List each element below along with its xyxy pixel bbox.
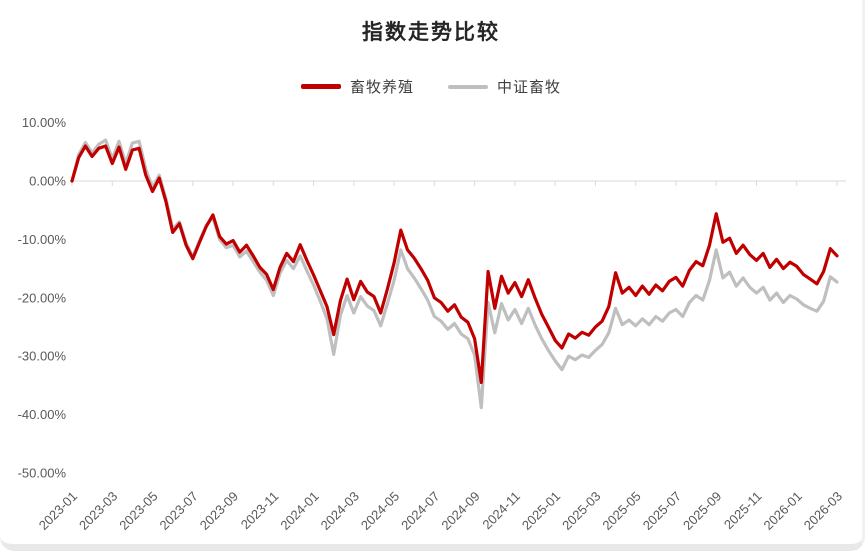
x-axis-tick-label: 2024-03 — [318, 489, 362, 533]
y-axis-tick-label: -10.00% — [18, 232, 67, 247]
x-axis-tick-label: 2024-05 — [358, 489, 402, 533]
y-axis-tick-label: 0.00% — [29, 174, 66, 189]
x-axis-tick-label: 2023-03 — [76, 489, 120, 533]
legend-label-series-0: 畜牧养殖 — [349, 79, 414, 96]
chart-title: 指数走势比较 — [362, 21, 500, 44]
x-axis-tick-label: 2025-09 — [680, 489, 724, 533]
series-line-livestock-breeding — [70, 144, 839, 385]
y-axis-tick-label: -40.00% — [18, 407, 67, 422]
y-axis-tick-label: -30.00% — [18, 349, 67, 364]
x-axis-tick-label: 2025-11 — [721, 489, 765, 533]
x-axis-tick-label: 2023-07 — [157, 489, 201, 533]
x-axis-tick-label: 2025-01 — [519, 489, 563, 533]
x-axis-tick-label: 2026-03 — [801, 489, 845, 533]
x-axis-tick-label: 2023-09 — [197, 489, 241, 533]
legend-label-series-1: 中证畜牧 — [497, 79, 562, 96]
y-axis-tick-label: -20.00% — [18, 290, 67, 305]
x-axis-tick-label: 2024-01 — [277, 489, 321, 533]
x-axis-tick-label: 2023-11 — [238, 489, 282, 533]
x-axis-tick-label: 2023-05 — [116, 489, 160, 533]
x-axis-tick-label: 2026-01 — [761, 489, 805, 533]
x-axis-tick-label: 2023-01 — [36, 489, 80, 533]
legend-item-series-1: 中证畜牧 — [448, 76, 561, 97]
chart-legend: 畜牧养殖 中证畜牧 — [0, 76, 862, 97]
y-axis-tick-label: 10.00% — [22, 115, 67, 130]
red-line-swatch-icon — [300, 84, 341, 89]
x-axis-tick-label: 2024-11 — [479, 489, 523, 533]
x-axis-tick-label: 2024-09 — [438, 489, 482, 533]
gray-line-swatch-icon — [448, 84, 488, 89]
x-axis-tick-label: 2025-03 — [559, 489, 603, 533]
x-axis-tick-label: 2025-05 — [599, 489, 643, 533]
x-axis-tick-label: 2024-07 — [398, 489, 442, 533]
legend-item-series-0: 畜牧养殖 — [300, 76, 414, 97]
y-axis-tick-label: -50.00% — [18, 466, 67, 481]
series-line-csi-livestock — [70, 138, 839, 410]
x-axis-tick-label: 2025-07 — [640, 489, 684, 533]
